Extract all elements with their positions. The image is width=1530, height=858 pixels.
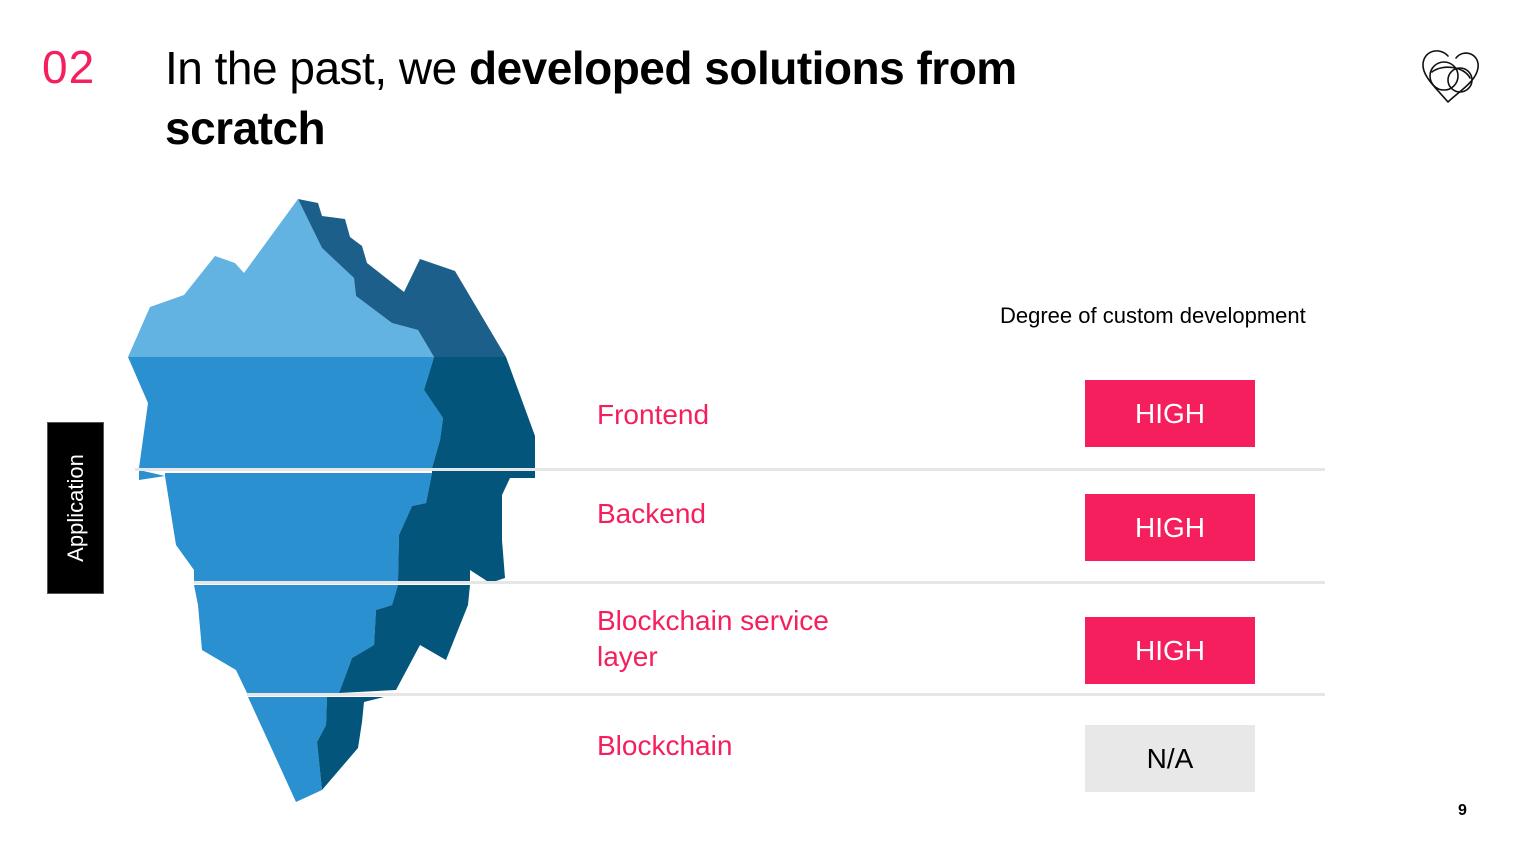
layer-label-blockchain-service-layer: Blockchain service layer xyxy=(597,605,829,672)
row-divider xyxy=(135,468,1325,471)
iceberg-blockchain-dark xyxy=(317,697,384,790)
degree-badge-blockchain-service-layer: HIGH xyxy=(1085,617,1255,684)
title-bold: developed solutions from scratch xyxy=(165,42,1017,154)
layer-label-backend: Backend xyxy=(597,498,706,529)
interlinked-hearts-logo-icon xyxy=(1422,50,1479,103)
row-divider xyxy=(194,581,1325,584)
layer-label-frontend: Frontend xyxy=(597,399,710,430)
degree-column-header: Degree of custom development xyxy=(1000,303,1306,328)
section-number: 02 xyxy=(42,41,96,93)
degree-badge-backend: HIGH xyxy=(1085,494,1255,561)
layer-label-blockchain: Blockchain xyxy=(597,730,733,761)
degree-badge-frontend: HIGH xyxy=(1085,380,1255,447)
iceberg-backend-dark xyxy=(398,473,535,583)
iceberg-backend-light xyxy=(139,470,432,581)
application-tag: Application xyxy=(47,422,104,594)
iceberg-blockchain-light xyxy=(248,697,327,802)
iceberg-illustration xyxy=(128,199,535,802)
title-light: In the past, we xyxy=(165,42,469,94)
iceberg-service-dark xyxy=(339,585,470,693)
iceberg-tip-light xyxy=(128,199,434,357)
iceberg-service-light xyxy=(194,585,398,693)
page-title: In the past, we developed solutions from… xyxy=(165,38,1185,158)
iceberg-frontend-dark xyxy=(424,357,535,478)
iceberg-tip-shadow xyxy=(298,199,506,357)
row-divider xyxy=(247,693,1325,696)
iceberg-frontend-light xyxy=(128,357,443,468)
page-number: 9 xyxy=(1458,802,1467,819)
application-tag-label: Application xyxy=(62,454,88,562)
degree-badge-blockchain: N/A xyxy=(1085,725,1255,792)
